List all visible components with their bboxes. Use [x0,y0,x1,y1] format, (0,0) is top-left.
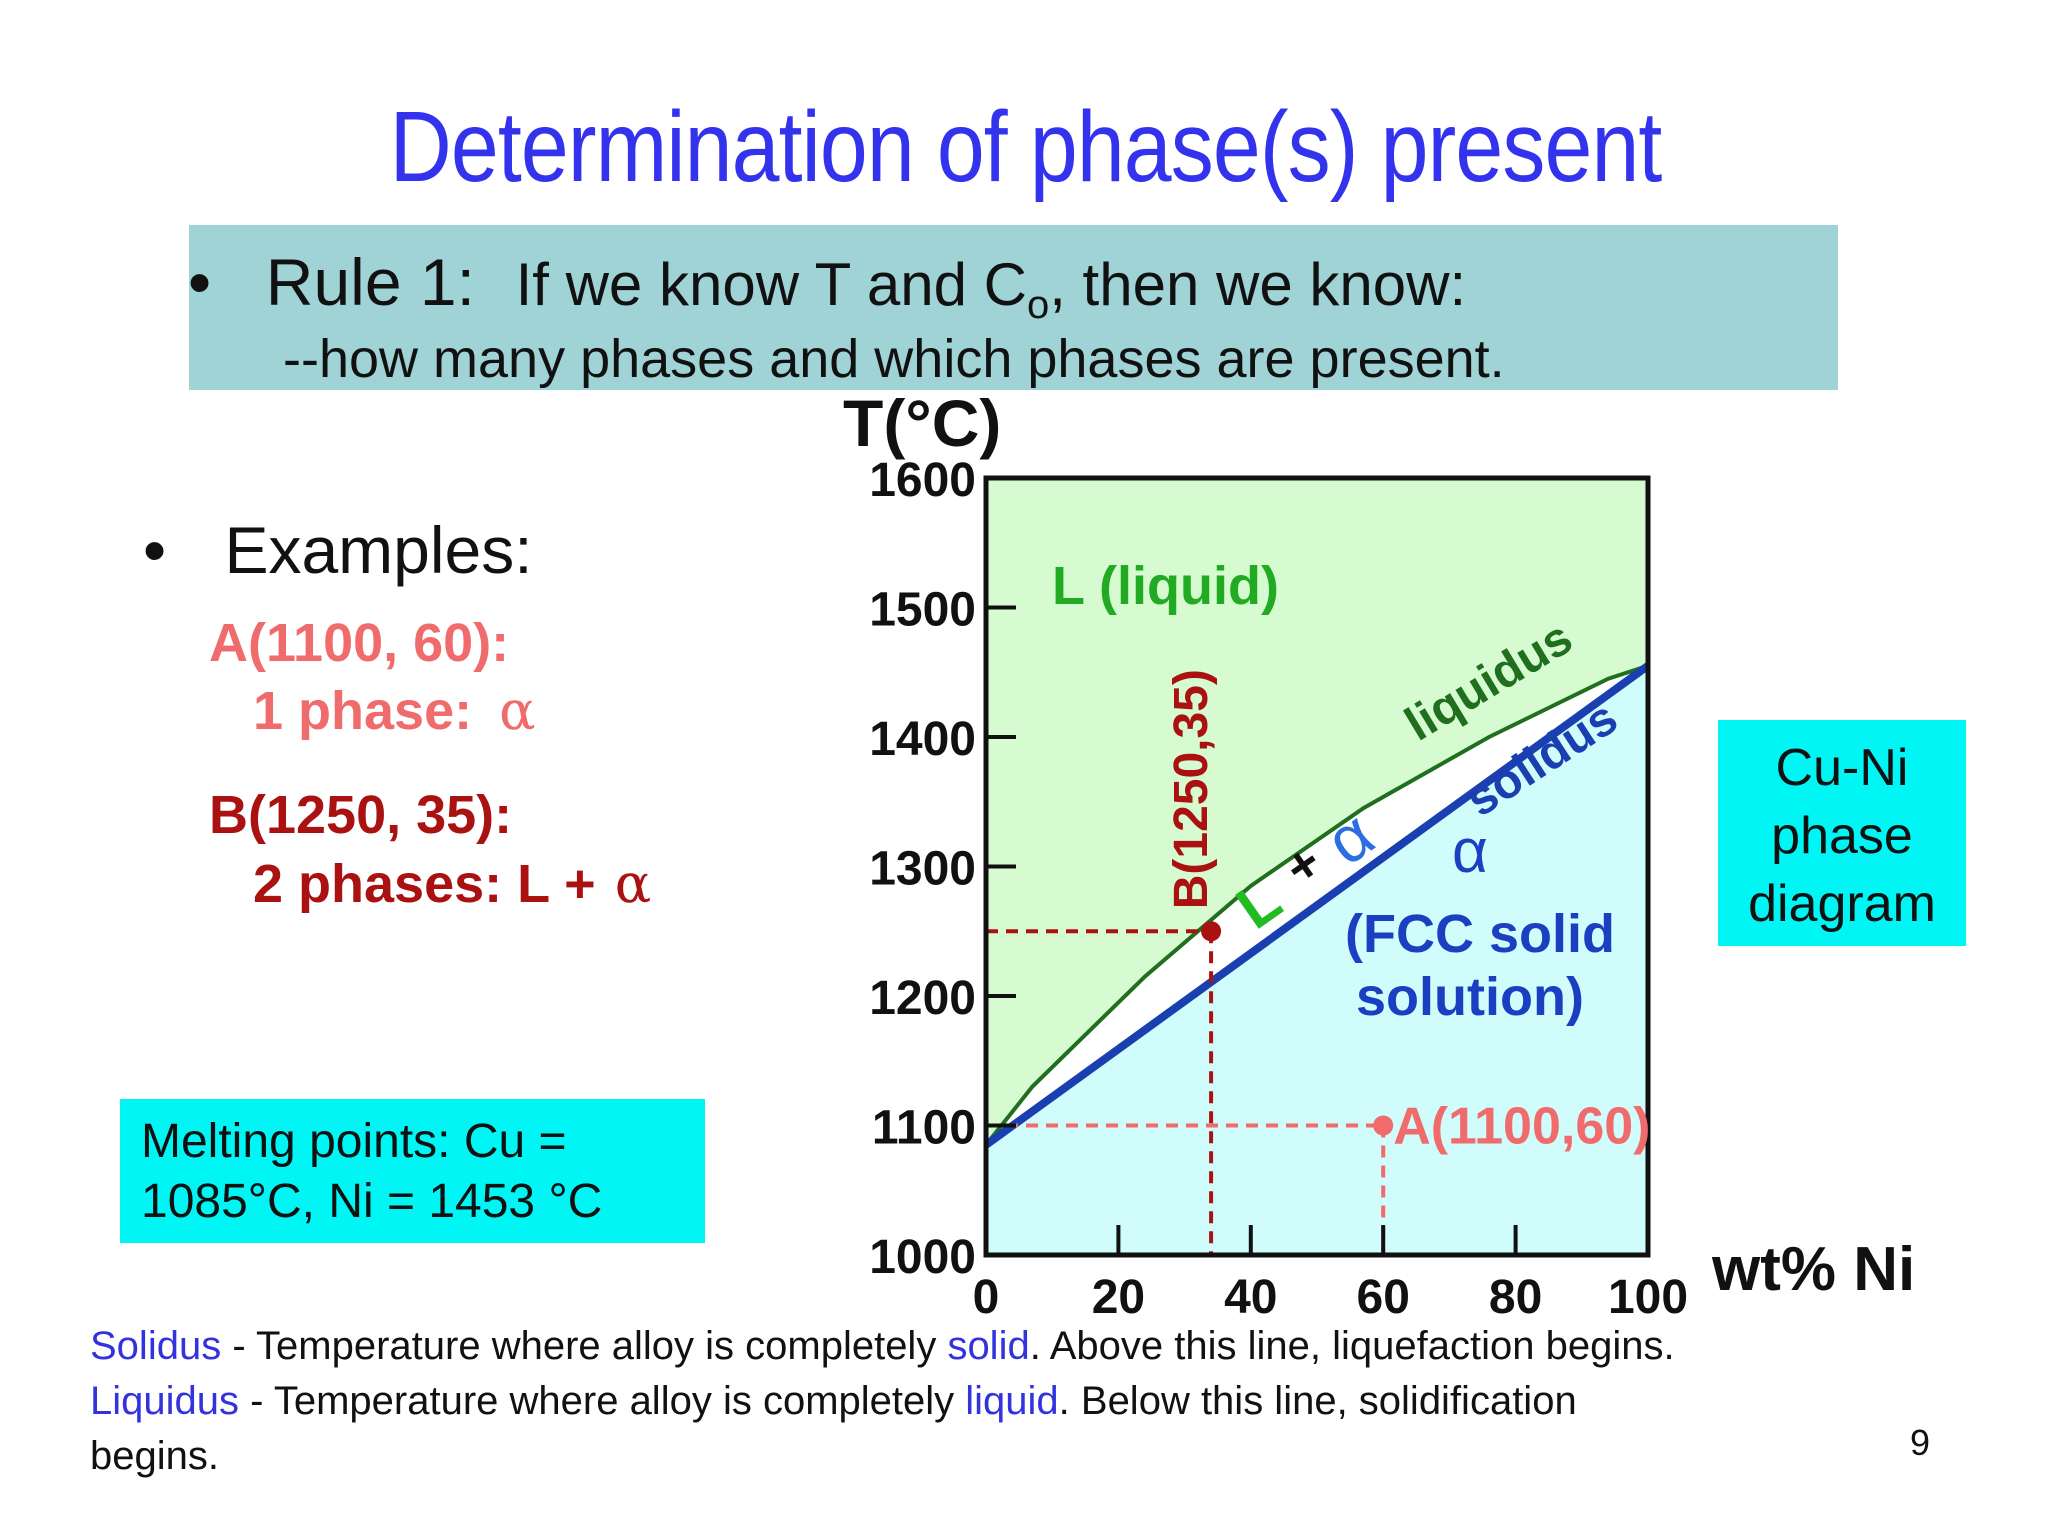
rule-subscript: o [1026,283,1050,327]
slide-title: Determination of phase(s) present [389,91,1663,203]
rule-box [189,225,1838,390]
examples-heading: • Examples: [143,512,533,588]
example-a-coords: A(1100, 60): [209,613,510,673]
liquidus-line [984,663,1649,1147]
x-tick-label: 0 [973,1271,1000,1324]
rule-line-2: --how many phases and which phases are p… [283,329,1505,389]
liquidus-rest: . Below this line, solidification [1058,1379,1577,1423]
x-tick-label: 20 [1092,1271,1145,1324]
example-b-phase: α [614,852,652,915]
solidus-word: solid [947,1324,1030,1368]
label-line-2: phase [1771,807,1913,865]
y-tick-label: 1300 [869,843,976,896]
rule-text-b: , then we know: [1049,251,1467,318]
solidus-sep: - Temperature where alloy is completely [221,1324,948,1368]
examples-bullet: • [143,513,167,587]
example-b-result-text: 2 phases: L + [253,854,596,914]
phase-diagram-label: Cu-Ni phase diagram [1718,734,1966,938]
y-tick-label: 1100 [872,1102,976,1155]
example-a-phase: α [499,679,536,742]
label-line-1: Cu-Ni [1775,739,1909,797]
liquidus-sep: - Temperature where alloy is completely [239,1379,966,1423]
x-tick-label: 80 [1489,1271,1542,1324]
y-axis-title: T(°C) [843,386,1002,460]
rule-text-a: If we know T and C [515,251,1027,318]
y-tick-label: 1400 [869,713,976,766]
x-axis-title: wt% Ni [1712,1235,1916,1304]
page-number: 9 [1910,1422,1931,1463]
rule-lead: Rule 1: [265,245,475,319]
liquidus-word: liquid [965,1379,1059,1423]
liquidus-term: Liquidus [90,1379,240,1423]
label-line-3: diagram [1748,875,1936,933]
solidus-rest: . Above this line, liquefaction begins. [1029,1324,1675,1368]
x-tick-label: 100 [1608,1271,1688,1324]
solidus-term: Solidus [90,1324,222,1368]
melting-points-box [120,1099,705,1243]
solid-region-label-2: solution) [1356,967,1584,1027]
solid-region-label-1: (FCC solid [1345,904,1615,964]
liquidus-definition: Liquidus - Temperature where alloy is co… [90,1379,1577,1424]
liquid-region [986,478,1648,1145]
example-b-result: 2 phases: L + α [253,852,651,915]
solid-alpha-label: α [1452,817,1488,886]
x-tick-label: 60 [1357,1271,1410,1324]
solidus-definition: Solidus - Temperature where alloy is com… [90,1324,1675,1369]
example-a-result-text: 1 phase: [253,681,473,741]
examples-label: Examples: [224,513,533,587]
point-b-marker [1201,921,1222,942]
y-tick-label: 1600 [869,454,976,507]
y-tick-label: 1200 [869,972,976,1025]
phase-diagram-label-box [1718,720,1966,946]
example-a-result: 1 phase: α [253,679,536,742]
melting-points-text: Melting points: Cu = 1085°C, Ni = 1453 °… [141,1115,603,1228]
rule-line-1: • Rule 1: If we know T and Co, then we k… [188,244,1466,328]
x-tick-label: 40 [1224,1271,1277,1324]
liquid-region-label: L (liquid) [1052,556,1279,616]
solidus-line [983,662,1651,1149]
point-a-label: A(1100,60) [1393,1098,1650,1156]
rule-bullet: • [188,245,212,319]
plot-frame [983,475,1651,1258]
point-b-label: B(1250,35) [1165,669,1218,909]
solid-region [986,665,1648,1255]
example-b-coords: B(1250, 35): [209,785,513,845]
point-a-marker [1373,1115,1394,1136]
definition-continuation: begins. [90,1434,219,1478]
y-tick-label: 1500 [869,584,976,637]
y-tick-label: 1000 [869,1231,976,1284]
